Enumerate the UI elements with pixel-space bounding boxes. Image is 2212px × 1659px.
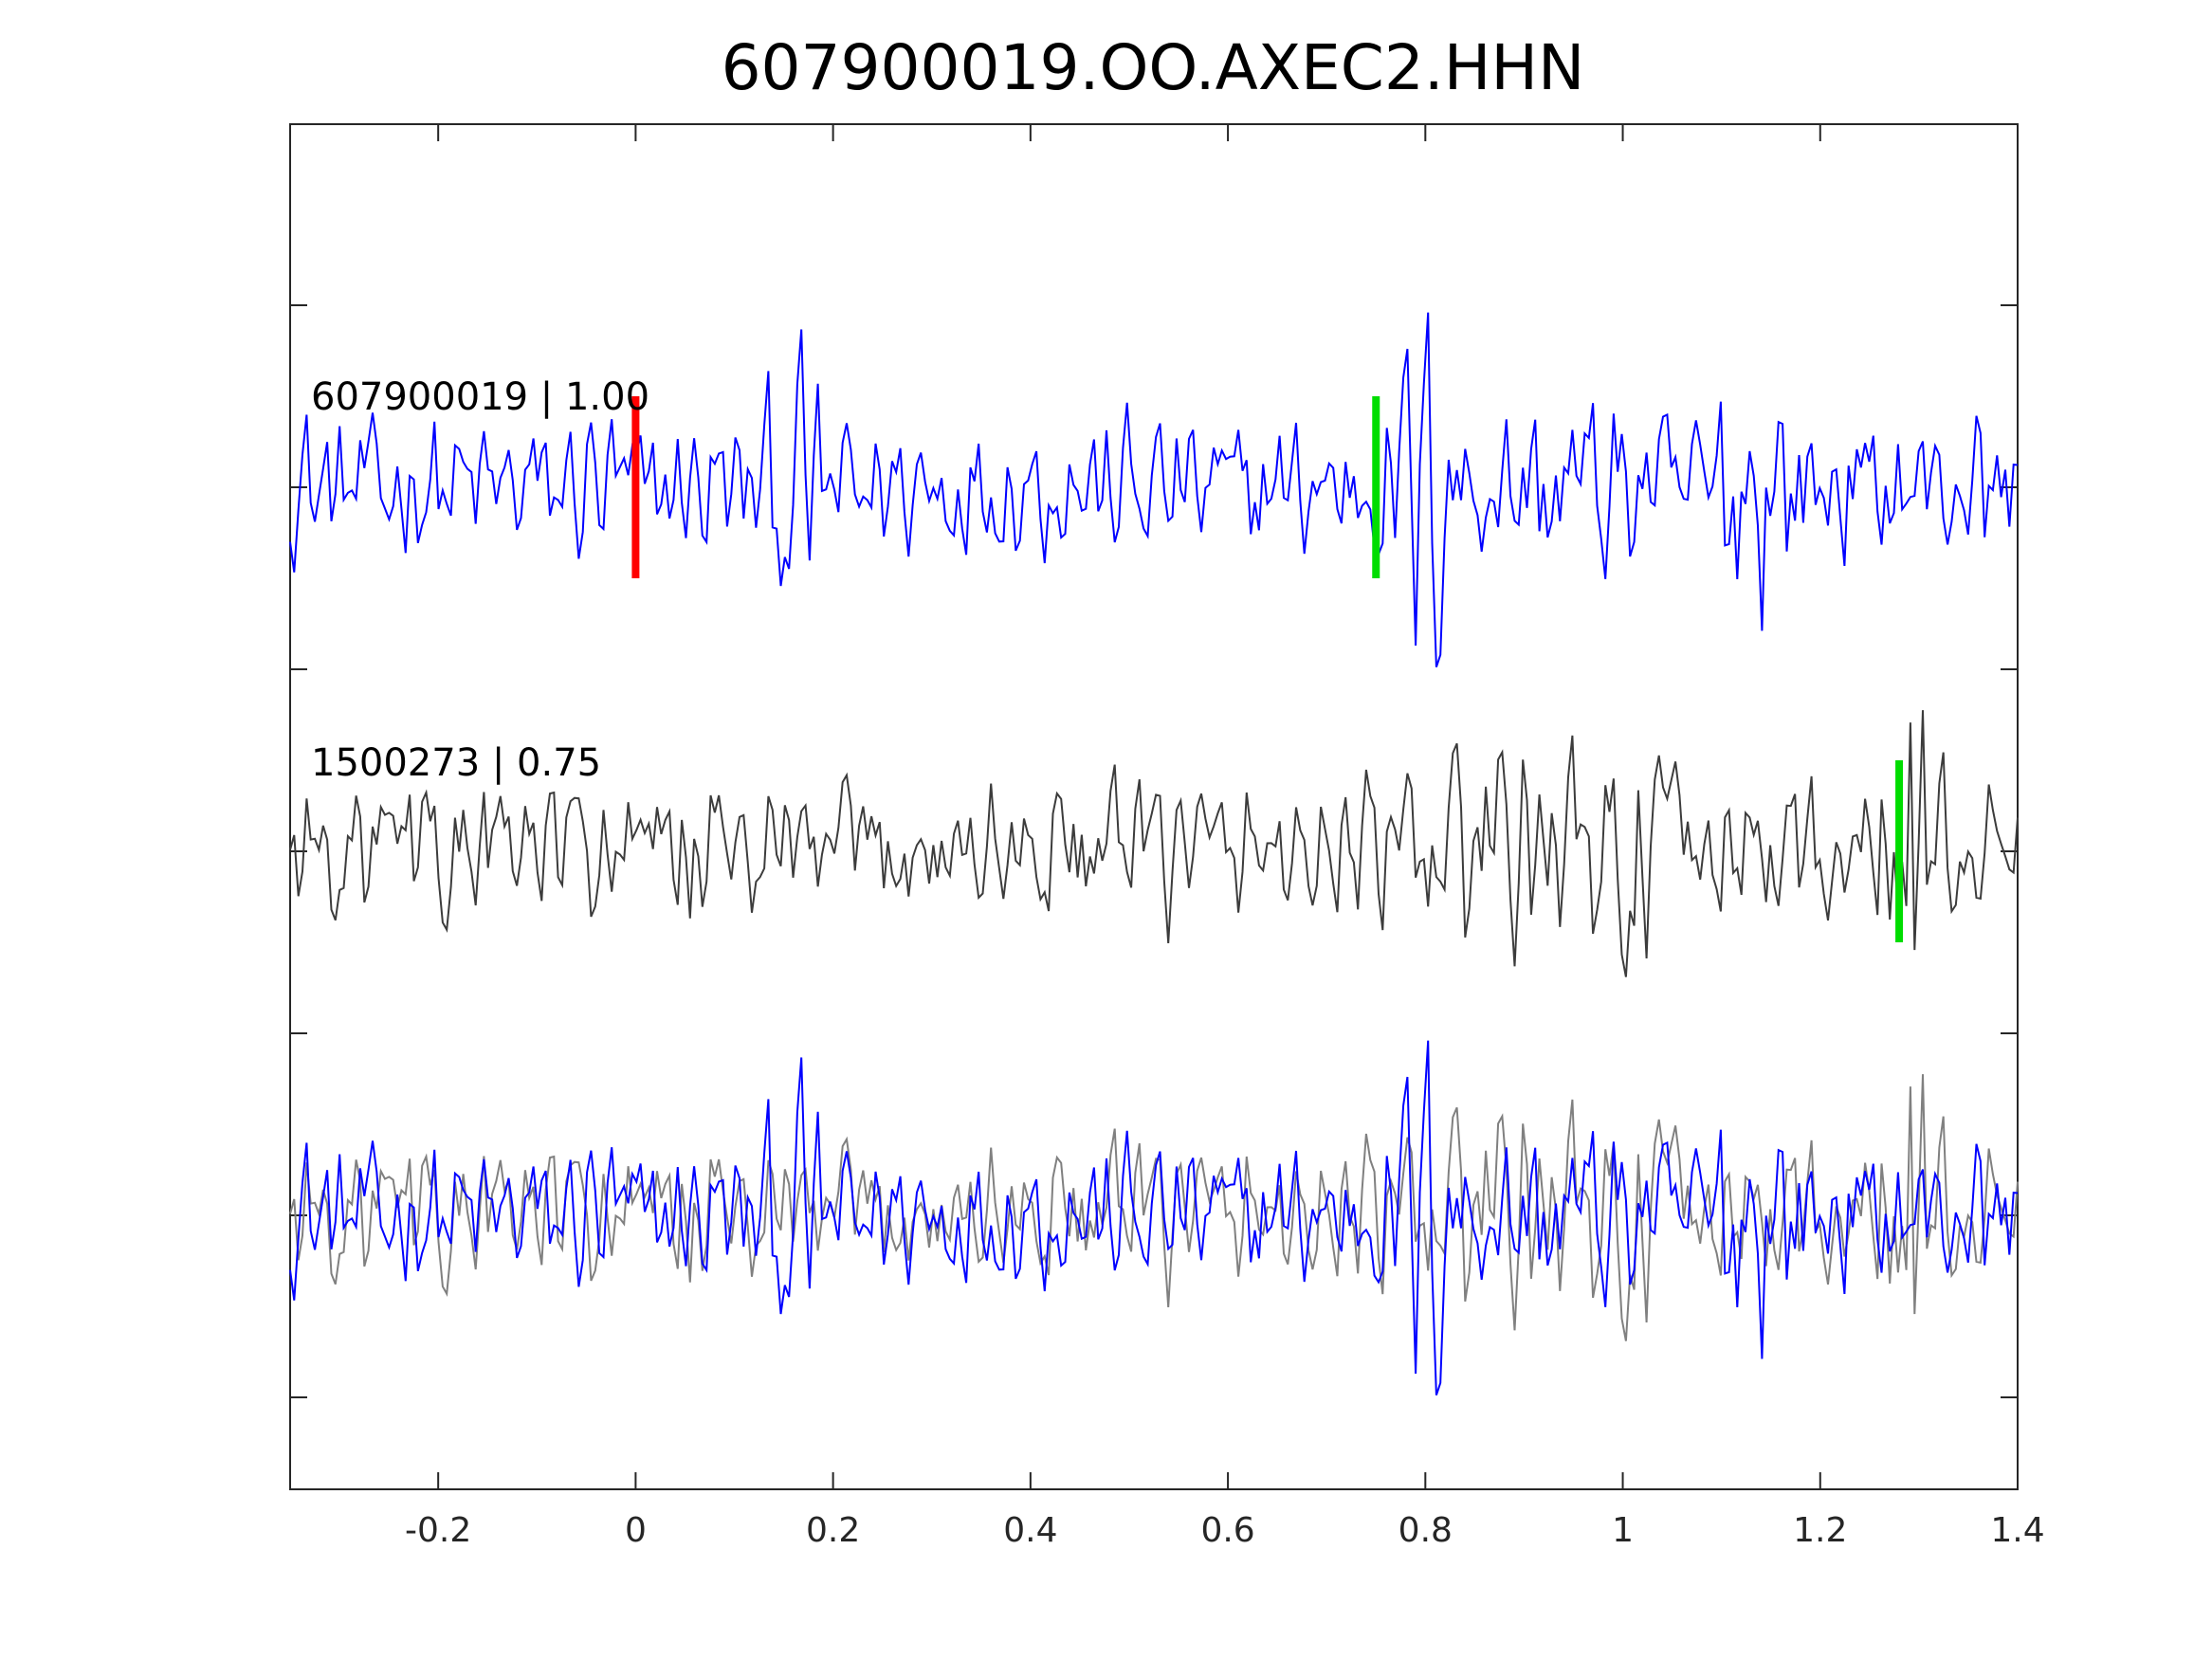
- chart-title: 607900019.OO.AXEC2.HHN: [722, 31, 1585, 104]
- axis-ticks: -0.2 0 0.2 0.4 0.6 0.8 1 1.2 1.4: [290, 124, 2045, 1550]
- waveform-traces: [289, 312, 2019, 1396]
- x-tick-label: 0.8: [1398, 1511, 1453, 1550]
- x-tick-label: -0.2: [405, 1511, 471, 1550]
- x-tick-label: 0.2: [806, 1511, 860, 1550]
- template-trace: [289, 312, 2019, 668]
- overlay-template-trace: [289, 1040, 2019, 1396]
- trace-label-template: 607900019 | 1.00: [311, 375, 649, 419]
- x-tick-label: 1.2: [1793, 1511, 1847, 1550]
- trace-label-detection: 1500273 | 0.75: [311, 741, 601, 785]
- phase-picks: [631, 396, 1904, 942]
- overlay-detection-trace: [289, 1074, 2019, 1341]
- x-tick-label: 0.4: [1003, 1511, 1057, 1550]
- x-tick-label: 1.4: [1990, 1511, 2044, 1550]
- detection-trace: [289, 710, 2019, 977]
- x-tick-label: 0: [625, 1511, 647, 1550]
- x-tick-label: 0.6: [1200, 1511, 1254, 1550]
- x-tick-label: 1: [1612, 1511, 1634, 1550]
